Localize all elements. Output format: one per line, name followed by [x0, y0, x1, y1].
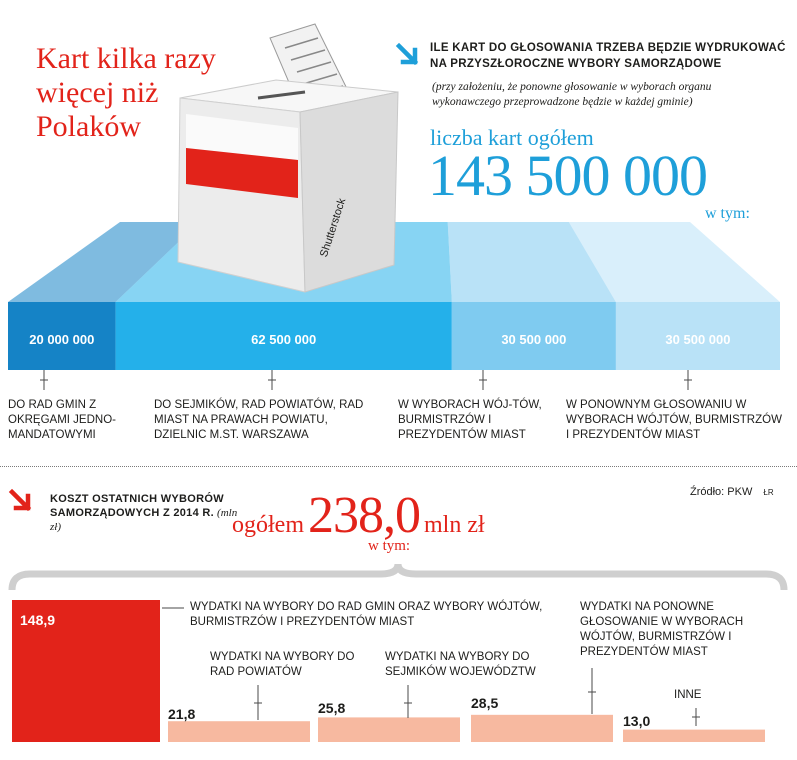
ballot-total-label: liczba kart ogółem: [430, 125, 594, 150]
ballot-chart: [8, 23, 780, 370]
cost-title-text: Koszt ostatnich wyborów samorządowych z …: [50, 493, 224, 519]
cost-total: ogółem 238,0 mln zł: [232, 486, 485, 545]
bar-label-2: WYDATKI NA WYBORY DO RAD POWIATÓW: [210, 651, 355, 678]
source-text: Źródło: PKW: [690, 486, 753, 498]
ballot-segment-2: [115, 302, 452, 370]
cost-bar-3: [318, 717, 460, 742]
category-label-2: DO SEJMIKÓW, RAD POWIATÓW, RAD MIAST NA …: [154, 399, 364, 441]
cost-bar-1: [12, 600, 160, 742]
bar-value-3: 25,8: [318, 700, 346, 716]
cost-total-value: 238,0: [308, 487, 421, 544]
funnel-piece-4: [568, 222, 780, 302]
section-divider: [0, 466, 797, 467]
ballot-question: Ile kart do głosowania trzeba będzie wyd…: [430, 42, 786, 70]
bar-value-1: 148,9: [20, 612, 56, 628]
category-label-3: W WYBORACH WÓJ-TÓW, BURMISTRZÓW I PREZYD…: [398, 399, 542, 441]
bar-label-3: WYDATKI NA WYBORY DO SEJMIKÓW WOJEWÓDZTW: [385, 651, 536, 678]
cost-bar-5: [623, 729, 765, 742]
arrow-down-right-icon: [8, 488, 32, 512]
cost-bar-2: [168, 721, 310, 742]
ballot-segment-3: [451, 302, 616, 370]
bar-label-1: WYDATKI NA WYBORY DO RAD GMIN ORAZ WYBOR…: [190, 601, 543, 628]
curly-brace: [8, 563, 788, 591]
funnel-piece-3: [447, 222, 616, 302]
segment-connectors: [40, 370, 692, 390]
cost-total-unit: mln zł: [424, 512, 485, 538]
assumption-note: (przy założeniu, że ponowne głosowanie w…: [432, 81, 712, 108]
bar-value-4: 28,5: [471, 695, 499, 711]
ballot-box-icon: [177, 23, 399, 293]
cost-wtym: w tym:: [368, 538, 411, 554]
ballot-segment-4: [615, 302, 780, 370]
cost-total-label: ogółem: [232, 512, 304, 538]
cost-chart: [12, 600, 765, 742]
bar-value-2: 21,8: [168, 706, 196, 722]
segment-value-2: 62 500 000: [251, 332, 317, 347]
ballot-total-value: 143 500 000: [428, 143, 708, 208]
bar-value-5: 13,0: [623, 713, 651, 729]
bar-label-4: WYDATKI NA PONOWNE GŁOSOWANIE W WYBORACH…: [580, 601, 744, 658]
headline: Kart kilka razy więcej niż Polaków: [36, 42, 216, 143]
segment-value-1: 20 000 000: [29, 332, 95, 347]
segment-value-4: 30 500 000: [665, 332, 731, 347]
source-note: Źródło: PKW ŁR: [690, 486, 774, 498]
bar-label-5: INNE: [674, 689, 702, 701]
ballot-segment-1: [8, 302, 116, 370]
cost-unit-note: (mln zł): [50, 507, 238, 533]
category-label-1: DO RAD GMIN Z OKRĘGAMI JEDNO-MANDATOWYMI: [8, 399, 116, 441]
funnel-piece-1: [8, 222, 200, 302]
credit-text: ŁR: [763, 488, 774, 497]
segment-value-3: 30 500 000: [501, 332, 567, 347]
cost-bar-4: [471, 714, 613, 742]
ballot-wtym: w tym:: [705, 205, 750, 222]
cost-title: Koszt ostatnich wyborów samorządowych z …: [50, 492, 240, 534]
category-label-4: W PONOWNYM GŁOSOWANIU W WYBORACH WÓJTÓW,…: [566, 399, 782, 441]
arrow-down-right-icon: [395, 42, 419, 66]
cost-leader-lines: [162, 607, 700, 726]
